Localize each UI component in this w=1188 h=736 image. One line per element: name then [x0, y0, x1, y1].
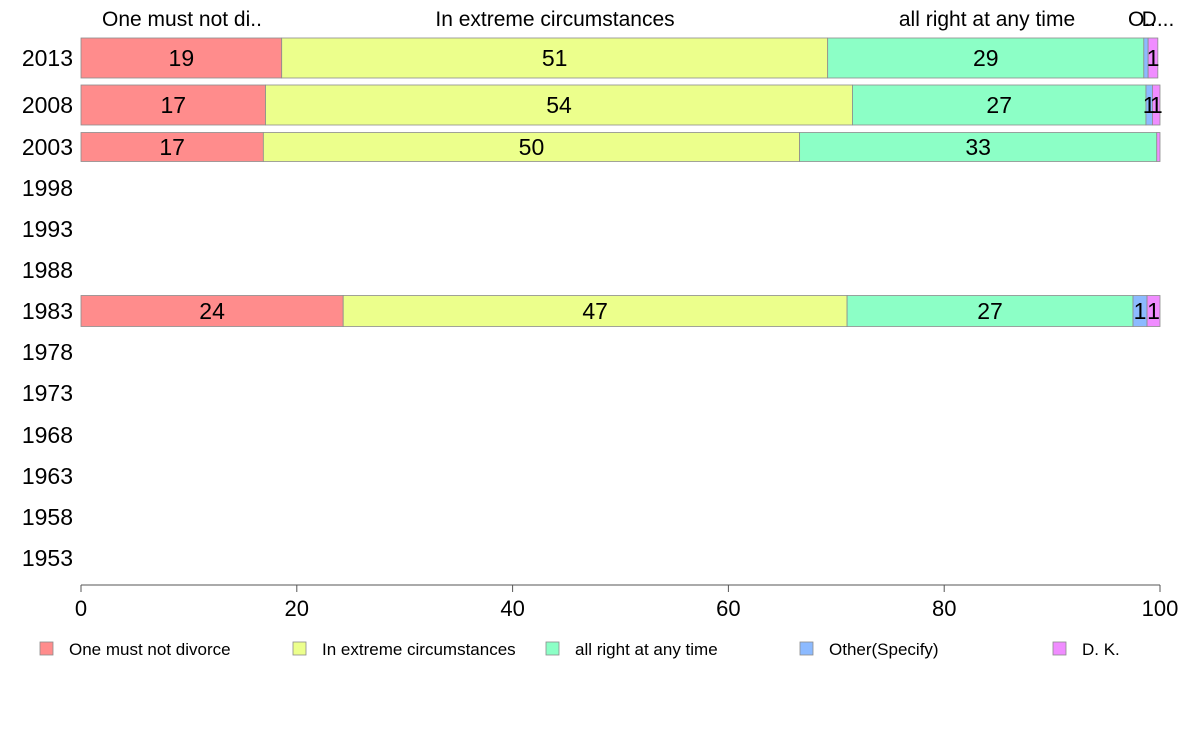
legend-swatch-in-extreme-circumstances	[292, 641, 307, 656]
legend-item-d-k: D. K.	[1052, 640, 1120, 659]
legend-item-in-extreme-circumstances: In extreme circumstances	[292, 640, 516, 659]
x-tick-label-40: 40	[500, 596, 524, 621]
x-axis: 0 20 40 60 80 100	[75, 584, 1179, 621]
bar-1983-in-extreme-circumstances	[342, 295, 848, 327]
year-label-1973: 1973	[22, 380, 73, 406]
year-label-1953: 1953	[22, 545, 73, 571]
bar-2013-in-extreme-circumstances	[281, 37, 829, 79]
value-label-2003-all-right-at-any-time: 33	[965, 134, 991, 160]
year-label-1993: 1993	[22, 216, 73, 242]
bar-2003-in-extreme-circumstances	[262, 132, 801, 162]
top-label-d-k: D...	[1142, 8, 1175, 31]
legend-label-one-must-not-divorce: One must not divorce	[69, 640, 231, 659]
bar-2003-one-must-not-divorce	[80, 132, 264, 162]
value-label-1983-other-specify: 1	[1134, 298, 1147, 324]
legend-label-other-specify: Other(Specify)	[829, 640, 939, 659]
legend-label-in-extreme-circumstances: In extreme circumstances	[322, 640, 516, 659]
bar-2013-d-k	[1147, 37, 1159, 79]
year-axis-labels: 2013 2008 2003 1998 1993 1988 1983 1978 1973 1968…	[22, 45, 73, 571]
bar-2008-d-k	[1152, 84, 1161, 126]
x-tick-label-60: 60	[716, 596, 740, 621]
value-label-2003-in-extreme-circumstances: 50	[519, 134, 545, 160]
value-label-2008-one-must-not-divorce: 17	[160, 92, 186, 118]
value-label-2003-one-must-not-divorce: 17	[159, 134, 185, 160]
year-label-1998: 1998	[22, 175, 73, 201]
top-label-in-extreme-circumstances: In extreme circumstances	[435, 8, 674, 31]
value-label-2013-in-extreme-circumstances: 51	[542, 45, 568, 71]
year-label-1978: 1978	[22, 339, 73, 365]
bar-2003-d-k	[1156, 132, 1161, 162]
legend-item-all-right-at-any-time: all right at any time	[545, 640, 718, 659]
year-label-1983: 1983	[22, 298, 73, 324]
value-label-1983-in-extreme-circumstances: 47	[582, 298, 608, 324]
legend: One must not divorce In extreme circumsta…	[39, 640, 1120, 659]
legend-swatch-all-right-at-any-time	[545, 641, 560, 656]
top-label-all-right-at-any-time: all right at any time	[899, 8, 1075, 31]
x-tick-label-0: 0	[75, 596, 87, 621]
year-label-1968: 1968	[22, 422, 73, 448]
value-label-1983-d-k: 1	[1147, 298, 1160, 324]
year-label-2003: 2003	[22, 134, 73, 160]
bar-2008-in-extreme-circumstances	[265, 84, 853, 126]
year-label-1963: 1963	[22, 463, 73, 489]
year-label-2008: 2008	[22, 92, 73, 118]
bar-row-2008: 17 54 27 11	[80, 84, 1163, 126]
legend-label-all-right-at-any-time: all right at any time	[575, 640, 718, 659]
bar-2003-all-right-at-any-time	[799, 132, 1158, 162]
bar-1983-one-must-not-divorce	[80, 295, 344, 327]
bar-row-2013: 19 51 29 1	[80, 37, 1160, 79]
legend-label-d-k: D. K.	[1082, 640, 1120, 659]
value-label-2008-d-k: 1	[1150, 92, 1163, 118]
bar-1983-d-k	[1146, 295, 1161, 327]
bar-row-1983: 24 47 27 1 1	[80, 295, 1161, 327]
top-category-labels: One must not di.. In extreme circumstance…	[102, 8, 1174, 31]
value-label-2008-other-specify: 1	[1143, 92, 1156, 118]
value-label-2008-all-right-at-any-time: 27	[986, 92, 1012, 118]
x-tick-label-100: 100	[1142, 596, 1179, 621]
bar-2008-all-right-at-any-time	[852, 84, 1147, 126]
legend-item-other-specify: Other(Specify)	[799, 640, 939, 659]
top-label-one-must-not-divorce: One must not di..	[102, 8, 262, 31]
legend-swatch-other-specify	[799, 641, 814, 656]
year-label-1988: 1988	[22, 257, 73, 283]
year-label-1958: 1958	[22, 504, 73, 530]
legend-item-one-must-not-divorce: One must not divorce	[39, 640, 231, 659]
bar-row-2003: 17 50 33	[80, 132, 1161, 162]
value-label-2013-d-k: 1	[1147, 45, 1160, 71]
value-label-1983-one-must-not-divorce: 24	[199, 298, 225, 324]
value-label-2008-in-extreme-circumstances: 54	[546, 92, 572, 118]
x-tick-label-20: 20	[285, 596, 309, 621]
value-label-1983-all-right-at-any-time: 27	[977, 298, 1003, 324]
year-label-2013: 2013	[22, 45, 73, 71]
value-label-2013-all-right-at-any-time: 29	[973, 45, 999, 71]
value-label-2013-one-must-not-divorce: 19	[169, 45, 195, 71]
bar-2008-one-must-not-divorce	[80, 84, 266, 126]
legend-swatch-d-k	[1052, 641, 1067, 656]
bar-1983-all-right-at-any-time	[846, 295, 1134, 327]
legend-swatch-one-must-not-divorce	[39, 641, 54, 656]
top-label-other-specify: O..	[1128, 8, 1156, 31]
x-tick-label-80: 80	[932, 596, 956, 621]
